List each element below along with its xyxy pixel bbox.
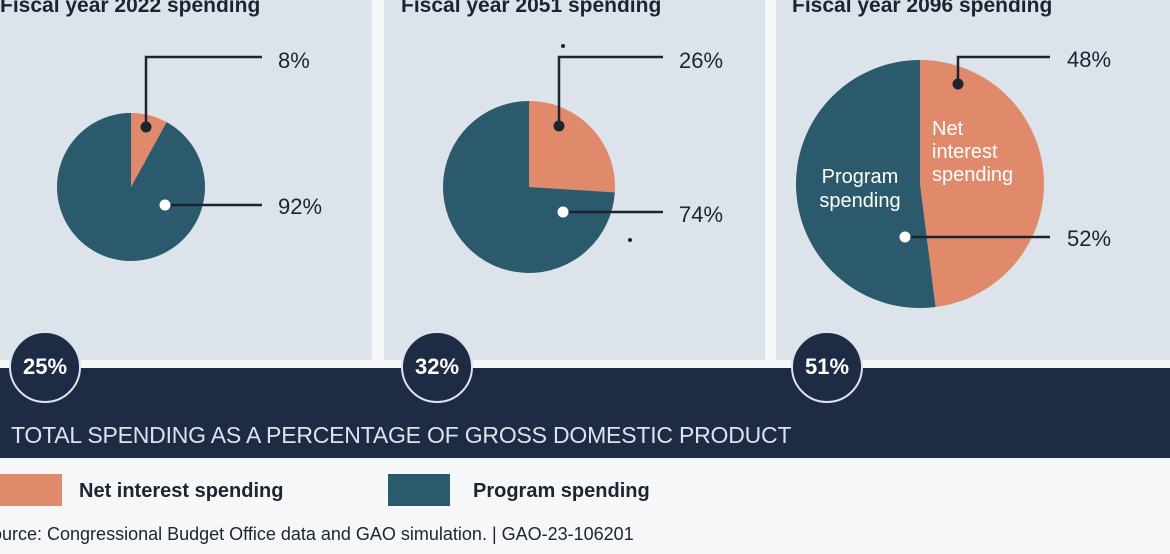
stray-dot <box>561 44 565 48</box>
data-label-program-2051: 74% <box>679 202 723 227</box>
gdp-badge-2096: 51% <box>791 331 863 403</box>
legend-label-program: Program spending <box>473 480 650 502</box>
callout-dot-program-2096 <box>899 231 911 243</box>
callout-line-net-interest-2022 <box>144 55 262 127</box>
data-label-net-interest-2051: 26% <box>679 48 723 73</box>
pie-slice-program-2022 <box>56 112 205 261</box>
data-label-program-2096: 52% <box>1067 226 1111 251</box>
callout-dot-program-2022 <box>159 199 171 211</box>
callout-dot-net-interest-2022 <box>140 121 152 133</box>
callout-line-net-interest-2096 <box>956 55 1050 84</box>
pie-slice-program-2051 <box>443 101 615 273</box>
chart-title-2096: Fiscal year 2096 spending <box>792 0 1053 17</box>
legend-label-net-interest: Net interest spending <box>79 480 284 502</box>
gdp-badge-2051: 32% <box>401 331 473 403</box>
pie-charts: 8% 92% 26% 74% 48% 52% Net interest spending Prog… <box>56 44 1111 308</box>
pie-slice-net-interest-2051 <box>529 101 616 193</box>
data-label-program-2022: 92% <box>278 194 322 219</box>
inner-label-net-interest: Net interest spending <box>932 118 1013 186</box>
pie-slice-net-interest-2096 <box>920 60 1044 308</box>
chart-title-2022: Fiscal year 2022 spending <box>0 0 261 17</box>
data-label-net-interest-2022: 8% <box>278 48 310 73</box>
chart-title-2051: Fiscal year 2051 spending <box>401 0 662 17</box>
callout-dot-net-interest-2096 <box>952 78 964 90</box>
data-label-net-interest-2096: 48% <box>1067 47 1111 72</box>
legend-swatch-program <box>388 474 450 506</box>
stray-dot <box>628 238 632 242</box>
pie-slice-net-interest-2022 <box>131 113 167 187</box>
source-note: ource: Congressional Budget Office data … <box>0 524 634 544</box>
gdp-band <box>0 368 1170 458</box>
band-label: TOTAL SPENDING AS A PERCENTAGE OF GROSS … <box>11 422 792 448</box>
callout-line-net-interest-2051 <box>557 55 663 126</box>
gdp-badge-2022: 25% <box>9 331 81 403</box>
callout-dot-program-2051 <box>557 206 569 218</box>
inner-label-program: Program spending <box>819 166 900 212</box>
callout-dot-net-interest-2051 <box>553 120 565 132</box>
legend-swatch-net-interest <box>0 474 62 506</box>
pie-slice-program-2096 <box>795 60 936 308</box>
